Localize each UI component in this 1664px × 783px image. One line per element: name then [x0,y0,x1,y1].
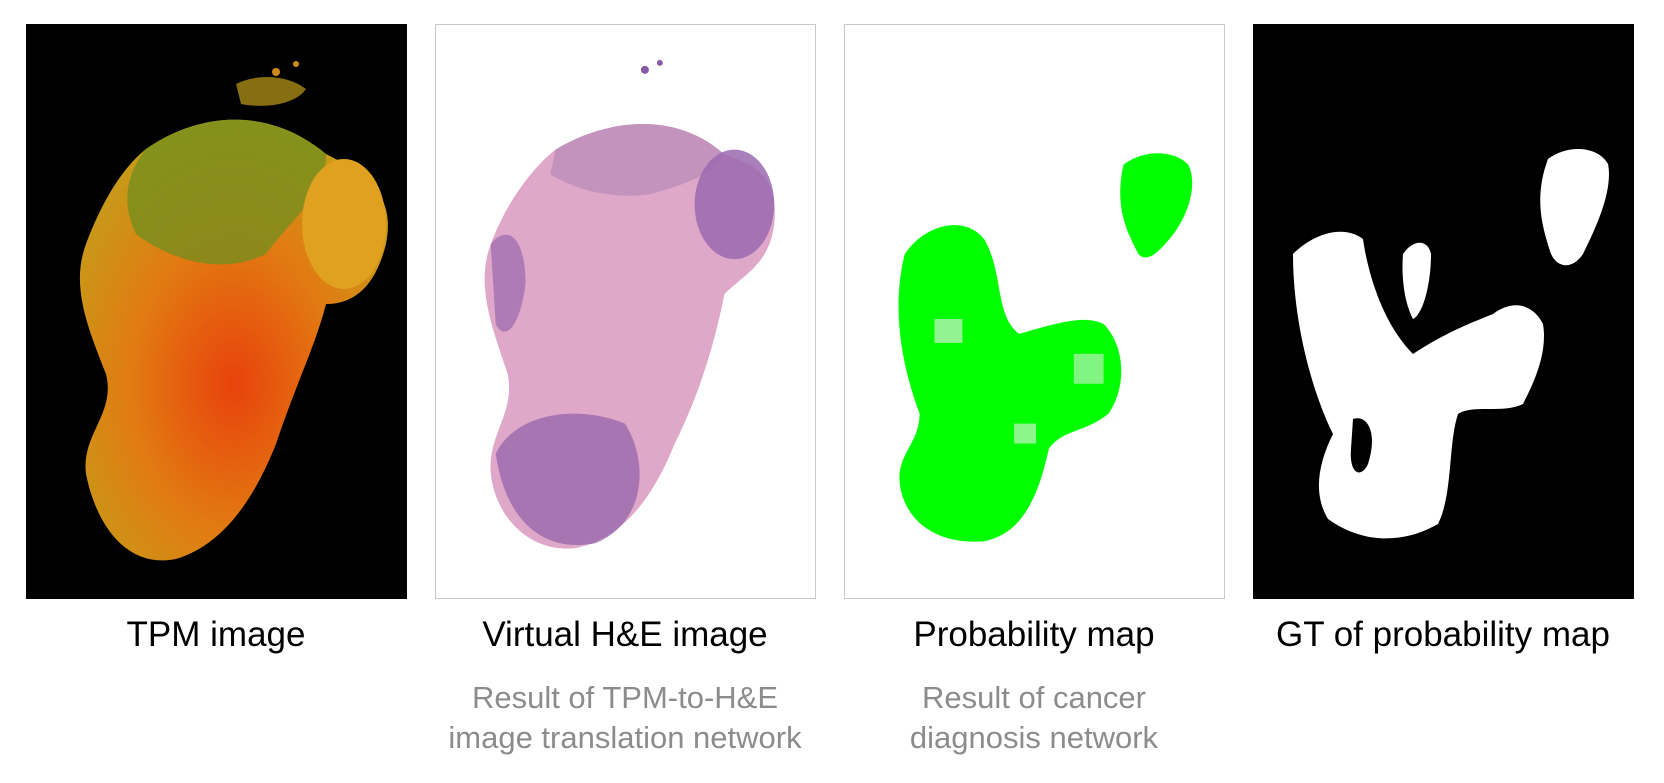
virtual-he-image [435,24,816,599]
caption-tpm-image: TPM image [126,615,306,654]
caption-probability-map: Probability map [913,615,1155,654]
caption-gt-probability-map: GT of probability map [1276,615,1610,654]
caption-virtual-he-image: Virtual H&E image [482,615,768,654]
note-line: Result of cancer [922,680,1146,715]
gt-probability-map [1253,24,1634,599]
note-probability-map: Result of cancer diagnosis network [824,678,1244,758]
note-line: diagnosis network [909,720,1159,755]
note-line: Result of TPM-to-H&E [471,680,779,715]
tpm-image [26,24,407,599]
note-line: image translation network [448,720,802,755]
probability-map [844,24,1225,599]
note-virtual-he: Result of TPM-to-H&E image translation n… [415,678,835,758]
